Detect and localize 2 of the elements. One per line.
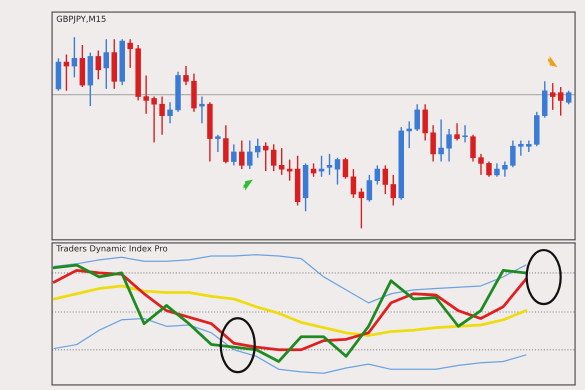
chart-title: GBPJPY,M15 [56, 16, 106, 24]
chart-title: Traders Dynamic Index Pro [56, 245, 168, 254]
